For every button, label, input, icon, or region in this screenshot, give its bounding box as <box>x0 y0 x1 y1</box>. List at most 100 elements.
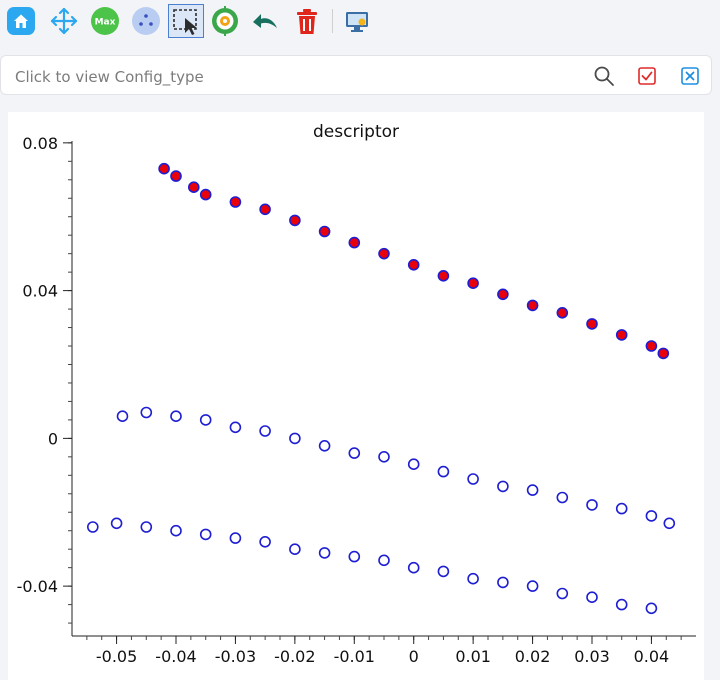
selected-data-point <box>615 329 628 341</box>
data-point <box>87 521 99 533</box>
data-point <box>140 521 153 533</box>
data-point <box>497 480 509 493</box>
chart-title: descriptor <box>313 122 399 142</box>
points-icon <box>131 6 161 36</box>
y-tick-label: -0.04 <box>17 577 58 596</box>
selected-data-point <box>556 307 569 319</box>
selected-data-point <box>407 259 420 271</box>
selected-data-point <box>199 188 212 201</box>
data-point <box>259 425 271 437</box>
data-point <box>407 561 420 574</box>
box-select-icon <box>171 6 201 36</box>
x-tick-label: -0.01 <box>334 647 375 666</box>
home-button[interactable] <box>5 5 37 37</box>
max-label: Max <box>95 18 116 28</box>
data-point <box>140 406 153 419</box>
search-icon[interactable] <box>592 64 616 92</box>
data-point <box>437 565 450 578</box>
data-point <box>199 414 212 426</box>
data-point <box>289 543 301 556</box>
clear-box-icon[interactable] <box>680 66 700 90</box>
x-tick-label: -0.05 <box>96 647 137 666</box>
selected-data-point <box>497 288 509 301</box>
data-point <box>229 421 242 434</box>
selected-data-point <box>348 236 361 249</box>
config-type-search-input[interactable] <box>13 65 577 89</box>
selected-data-point <box>467 277 479 289</box>
selected-data-point <box>289 214 301 227</box>
data-point <box>110 517 123 530</box>
data-point <box>497 576 509 589</box>
data-point <box>615 598 628 611</box>
max-button[interactable]: Max <box>89 5 121 37</box>
data-point <box>663 517 676 530</box>
x-tick-label: 0.02 <box>515 647 551 666</box>
data-point <box>467 572 479 585</box>
selected-data-point <box>526 299 539 312</box>
data-point <box>259 535 271 548</box>
selected-data-point <box>378 247 390 260</box>
chart-panel: descriptor -0.05 -0.04 -0.03 -0.02 -0.01 0 0.0… <box>8 112 704 680</box>
screen-button[interactable] <box>341 5 373 37</box>
data-point <box>170 524 182 537</box>
selected-data-point <box>437 270 450 282</box>
data-point <box>556 587 569 600</box>
selected-data-point <box>188 181 200 193</box>
data-point <box>116 410 129 423</box>
x-tick-label: -0.02 <box>274 647 315 666</box>
data-point <box>586 499 598 511</box>
home-icon <box>6 6 36 36</box>
toolbar-separator <box>332 9 333 33</box>
y-tick-label: 0 <box>48 429 58 448</box>
selected-data-point <box>259 203 271 216</box>
descriptor-scatter-plot[interactable]: descriptor -0.05 -0.04 -0.03 -0.02 -0.01 0 0.0… <box>8 112 704 680</box>
data-point <box>348 550 361 563</box>
data-point <box>348 447 361 459</box>
selected-data-point <box>229 196 242 208</box>
pan-button[interactable] <box>48 5 80 37</box>
data-point <box>586 591 598 604</box>
toolbar: Max <box>0 0 720 44</box>
target-button[interactable] <box>209 5 241 37</box>
config-type-search-bar <box>0 55 712 95</box>
data-point <box>526 580 539 592</box>
x-tick-label: 0.04 <box>634 647 670 666</box>
selected-data-point <box>318 225 331 238</box>
confirm-checkbox-icon[interactable] <box>637 66 657 90</box>
selected-data-point <box>657 347 670 360</box>
data-point <box>378 554 390 567</box>
data-point <box>289 432 301 445</box>
monitor-icon <box>342 6 372 36</box>
data-point <box>645 602 658 615</box>
max-icon: Max <box>90 6 120 36</box>
selected-data-point <box>645 340 658 352</box>
selected-data-point <box>586 318 598 330</box>
x-tick-label: 0.01 <box>455 647 491 666</box>
x-tick-label: -0.04 <box>155 647 196 666</box>
x-tick-label: -0.03 <box>215 647 256 666</box>
data-point <box>318 439 331 452</box>
undo-arrow-icon <box>251 6 281 36</box>
undo-button[interactable] <box>250 5 282 37</box>
delete-button[interactable] <box>291 5 323 37</box>
data-point <box>318 547 331 559</box>
data-point <box>170 410 182 423</box>
box-select-button[interactable] <box>168 4 204 38</box>
data-point <box>467 473 479 485</box>
target-icon <box>210 6 240 36</box>
data-point <box>229 532 242 544</box>
selected-data-point <box>170 170 182 182</box>
data-point <box>407 458 420 471</box>
data-point <box>199 528 212 541</box>
x-tick-label: 0.03 <box>574 647 610 666</box>
y-tick-label: 0.04 <box>22 282 58 301</box>
selected-data-point <box>158 162 170 175</box>
points-button[interactable] <box>130 5 162 37</box>
data-point <box>556 491 569 504</box>
data-point <box>615 502 628 515</box>
data-point <box>526 484 539 496</box>
pan-arrows-icon <box>49 6 79 36</box>
y-tick-label: 0.08 <box>22 134 58 153</box>
x-tick-label: 0 <box>409 647 419 666</box>
data-point <box>378 450 390 463</box>
